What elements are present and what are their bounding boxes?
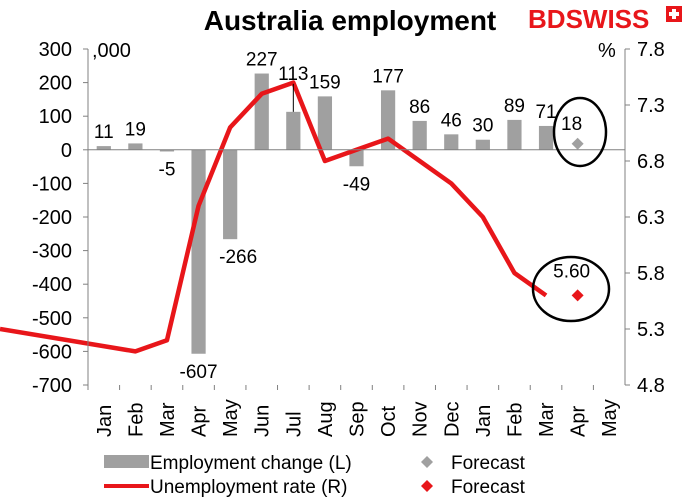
x-tick-label: Mar [536, 402, 558, 437]
left-tick-label: 300 [39, 39, 72, 61]
employment-bar-label: 227 [246, 50, 278, 71]
legend-employment-swatch [104, 455, 149, 468]
right-tick-label: 6.8 [637, 151, 665, 173]
left-tick-label: 100 [39, 106, 72, 128]
employment-bar [444, 134, 459, 150]
x-tick-label: Feb [125, 403, 147, 437]
legend-employment-forecast-marker [421, 456, 433, 468]
employment-forecast-circle [552, 96, 608, 168]
right-tick-label: 7.3 [637, 95, 665, 117]
unemployment-forecast-label: 5.60 [553, 261, 590, 282]
employment-bar [128, 143, 143, 150]
x-tick-label: Sep [347, 401, 369, 437]
employment-bar [475, 139, 490, 150]
unemployment-rate-line [0, 80, 548, 354]
x-tick-label: Feb [504, 403, 526, 437]
employment-bar-label: -5 [159, 159, 176, 180]
left-tick-label: -700 [32, 375, 72, 397]
left-tick-label: -400 [32, 274, 72, 296]
employment-bar [349, 149, 364, 167]
right-tick-label: 6.3 [637, 207, 665, 229]
x-tick-label: Jun [252, 405, 274, 437]
left-tick-label: -300 [32, 241, 72, 263]
employment-bar-label: 159 [309, 72, 341, 93]
employment-bar-label: 30 [472, 116, 493, 137]
legend-employment-forecast-label: Forecast [451, 453, 526, 474]
x-tick-label: Jan [473, 405, 495, 437]
employment-bar [96, 146, 111, 150]
employment-bar [538, 125, 554, 150]
employment-bar [254, 73, 269, 150]
employment-bar [380, 90, 396, 150]
logo-text-bd: BD [528, 4, 566, 34]
legend: Employment change (L) Forecast Unemploym… [104, 453, 526, 498]
left-tick-label: -600 [32, 341, 72, 363]
employment-bar-label: -607 [180, 362, 218, 383]
svg-text:BDSWISS: BDSWISS [528, 4, 649, 34]
employment-bar [223, 149, 238, 240]
employment-bar-label: -49 [343, 174, 370, 195]
x-tick-label: Apr [189, 406, 211, 437]
employment-bar [159, 149, 175, 152]
x-tick-label: Aug [315, 401, 337, 437]
left-tick-label: -500 [32, 308, 72, 330]
right-tick-label: 4.8 [637, 375, 665, 397]
left-tick-label: -200 [32, 207, 72, 229]
x-tick-label: Jul [283, 411, 305, 437]
x-tick-label: Dec [441, 401, 463, 437]
employment-bar [317, 96, 333, 150]
employment-forecast-label: 18 [561, 114, 582, 135]
employment-bar [191, 149, 206, 354]
x-tick-label: Mar [157, 402, 179, 437]
legend-unemployment-label: Unemployment rate (R) [150, 477, 347, 498]
x-tick-label: Apr [568, 406, 590, 437]
employment-bar-label: 71 [535, 102, 556, 123]
employment-bar-label: 89 [504, 96, 525, 117]
x-tick-label: Nov [410, 401, 432, 437]
employment-forecast-marker [571, 137, 584, 150]
x-tick-label: May [599, 399, 621, 437]
employment-bar [507, 119, 522, 150]
left-tick-label: 200 [39, 73, 72, 95]
employment-bar-label: 11 [94, 122, 114, 143]
x-tick-label: May [220, 399, 242, 437]
right-axis-unit: % [598, 40, 616, 62]
employment-bar-label: 19 [125, 119, 146, 140]
employment-bar-label: 86 [409, 97, 430, 118]
legend-employment-label: Employment change (L) [150, 453, 352, 474]
employment-bar-label: 46 [441, 110, 462, 131]
employment-bar [286, 111, 301, 150]
employment-bar [412, 120, 427, 150]
unemployment-forecast-marker [571, 289, 584, 302]
x-tick-label: Oct [378, 405, 400, 437]
chart-title: Australia employment [204, 5, 497, 36]
left-tick-label: -100 [32, 173, 72, 195]
legend-unemployment-forecast-label: Forecast [451, 477, 526, 498]
bdswiss-logo: BDSWISS [528, 4, 682, 34]
unemployment-forecast-circle [531, 255, 611, 323]
x-tick-label: Jan [94, 405, 116, 437]
logo-text-swiss: SWISS [566, 4, 650, 34]
right-tick-label: 5.3 [637, 319, 665, 341]
employment-bar-label: 113 [278, 64, 308, 85]
employment-bar-label: -266 [219, 247, 257, 268]
employment-bar-label: 177 [372, 66, 404, 87]
right-tick-label: 7.8 [637, 39, 665, 61]
right-tick-label: 5.8 [637, 263, 665, 285]
left-axis-unit: ,000 [92, 40, 131, 62]
legend-unemployment-forecast-marker [421, 480, 433, 492]
swiss-cross-icon [666, 6, 682, 22]
left-tick-label: 0 [61, 140, 72, 162]
